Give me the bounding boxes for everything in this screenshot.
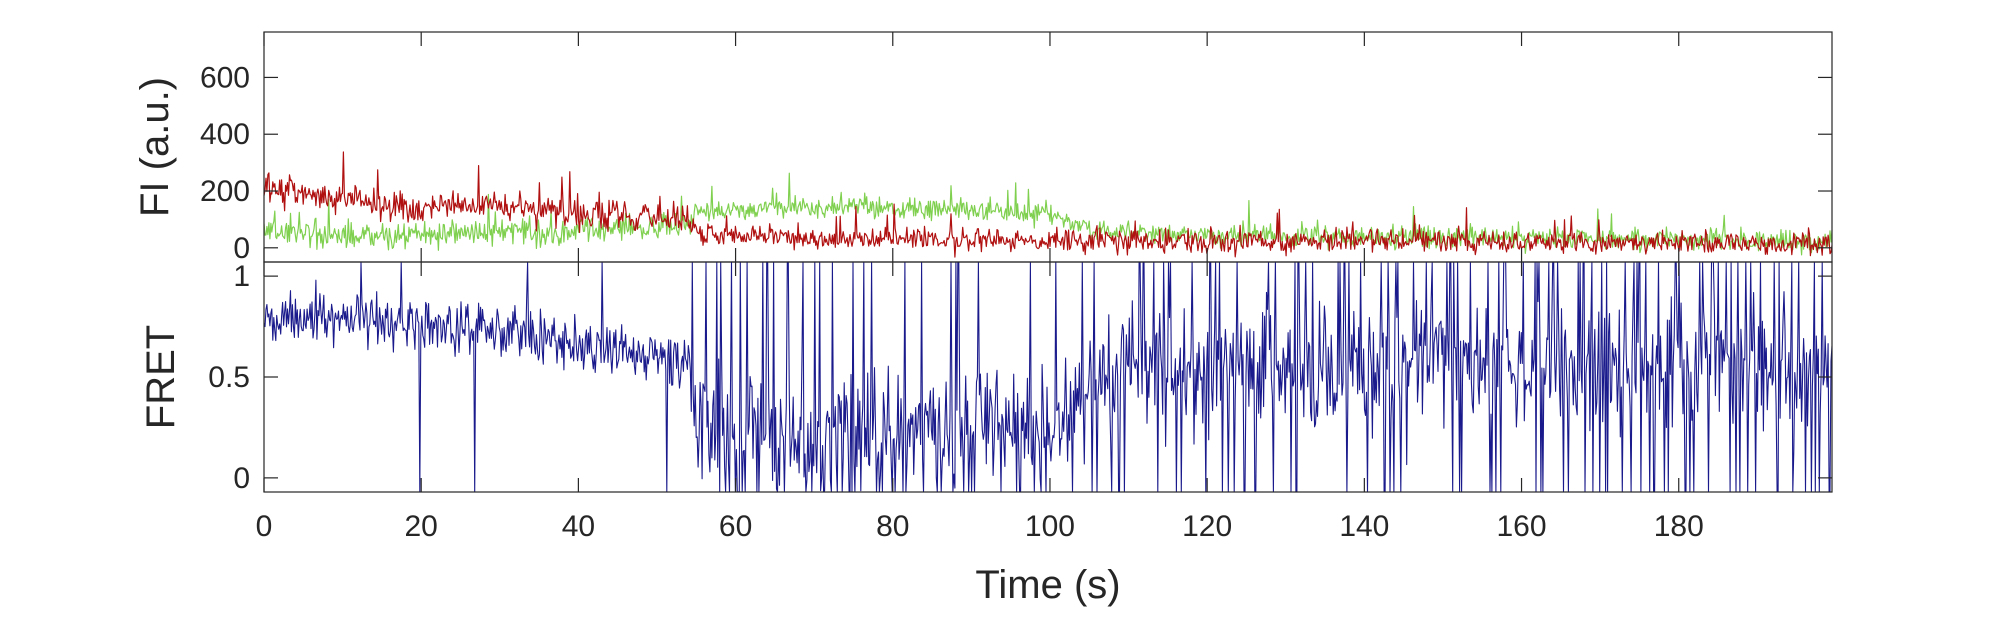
x-tick-label: 120	[1182, 510, 1232, 543]
fluorescence-panel: 0 200 400 600 FI (a.u.)	[133, 31, 1833, 265]
donor-trace	[263, 172, 1833, 256]
x-tick-label: 100	[1025, 510, 1075, 543]
fret-y-axis-label: FRET	[139, 325, 183, 429]
fluorescence-traces	[263, 151, 1833, 258]
fluorescence-y-axis-label: FI (a.u.)	[133, 77, 177, 217]
y-tick-label: 0	[233, 462, 250, 495]
x-tick-label: 80	[876, 510, 909, 543]
x-tick-label: 40	[562, 510, 595, 543]
fret-traces	[263, 261, 1833, 493]
y-tick-label: 200	[200, 175, 250, 208]
fret-panel: 00.51 0 20 40 60 80 100 120 140 160 180 FRET Time…	[139, 32, 1833, 607]
x-tick-label: 140	[1339, 510, 1389, 543]
acceptor-trace	[263, 151, 1833, 258]
y-tick-label: 600	[200, 61, 250, 94]
y-tick-label: 400	[200, 118, 250, 151]
fluorescence-y-ticks: 0 200 400 600	[200, 61, 1832, 265]
y-tick-label: 0.5	[208, 361, 250, 394]
x-tick-label: 60	[719, 510, 752, 543]
y-tick-label: 1	[233, 260, 250, 293]
time-x-ticks: 0 20 40 60 80 100 120 140 160 180	[256, 32, 1704, 543]
x-tick-label: 180	[1654, 510, 1704, 543]
time-x-axis-label: Time (s)	[975, 563, 1120, 607]
fret-trace	[263, 261, 1833, 493]
fret-y-ticks: 00.51	[208, 260, 1832, 495]
y-tick-label: 0	[233, 232, 250, 265]
x-tick-label: 20	[405, 510, 438, 543]
x-tick-label: 0	[256, 510, 273, 543]
x-tick-label: 160	[1497, 510, 1547, 543]
